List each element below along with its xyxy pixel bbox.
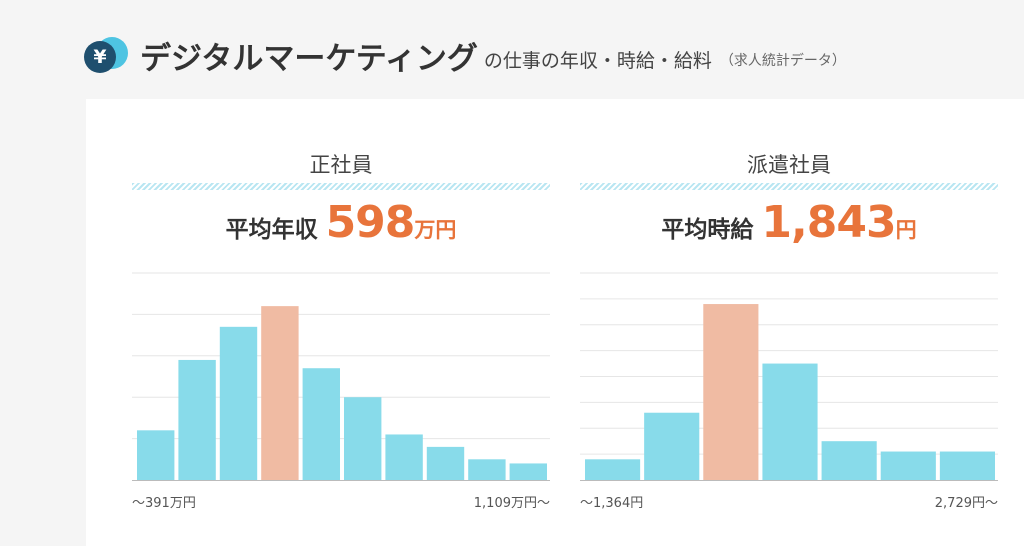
range-min-label: 〜1,364円: [580, 496, 644, 511]
page-header: ¥ デジタルマーケティング の仕事の年収・時給・給料 （求人統計データ）: [82, 30, 846, 80]
bar: [880, 451, 936, 480]
range-max-label: 2,729円〜: [934, 496, 998, 511]
bar-average: [261, 306, 299, 480]
panel-regular-employee: 正社員 平均年収 598万円 〜391万円 1,109万円〜: [132, 99, 550, 546]
average-value: 598: [325, 197, 416, 248]
bar: [509, 463, 547, 480]
bar: [219, 326, 258, 480]
range-max-label: 1,109万円〜: [473, 496, 550, 511]
panel-title: 正社員: [309, 153, 373, 177]
bar: [762, 363, 818, 480]
page-title-note: （求人統計データ）: [719, 53, 846, 69]
average-label: 平均年収: [225, 217, 318, 243]
divider-stripe: [580, 183, 998, 190]
bar: [939, 451, 995, 480]
bar: [585, 459, 641, 480]
average-block: 平均年収 598万円: [132, 197, 550, 248]
bar: [426, 446, 465, 480]
histogram-chart: [580, 272, 998, 481]
average-label: 平均時給: [661, 217, 754, 243]
salary-card: 正社員 平均年収 598万円 〜391万円 1,109万円〜 派遣社員 平均時給 1…: [86, 99, 1024, 546]
average-value: 1,843: [761, 197, 896, 248]
bar: [344, 397, 382, 480]
panel-temp-employee: 派遣社員 平均時給 1,843円 〜1,364円 2,729円〜: [580, 99, 998, 546]
bar: [178, 359, 216, 480]
divider-stripe: [132, 183, 550, 190]
bar: [385, 434, 423, 480]
average-block: 平均時給 1,843円: [580, 197, 998, 248]
yen-coin-icon: ¥: [82, 35, 130, 75]
range-min-label: 〜391万円: [132, 496, 196, 511]
bar: [137, 430, 175, 480]
bar: [644, 412, 700, 480]
bar: [821, 441, 877, 480]
average-unit: 万円: [414, 218, 457, 242]
average-unit: 円: [895, 218, 917, 242]
bar: [468, 459, 506, 480]
page-title: デジタルマーケティング: [140, 40, 478, 77]
page-title-suffix: の仕事の年収・時給・給料: [483, 49, 712, 72]
bar-average: [703, 304, 759, 480]
histogram-chart: [132, 272, 550, 481]
panel-title: 派遣社員: [747, 153, 831, 177]
bar: [302, 368, 340, 480]
